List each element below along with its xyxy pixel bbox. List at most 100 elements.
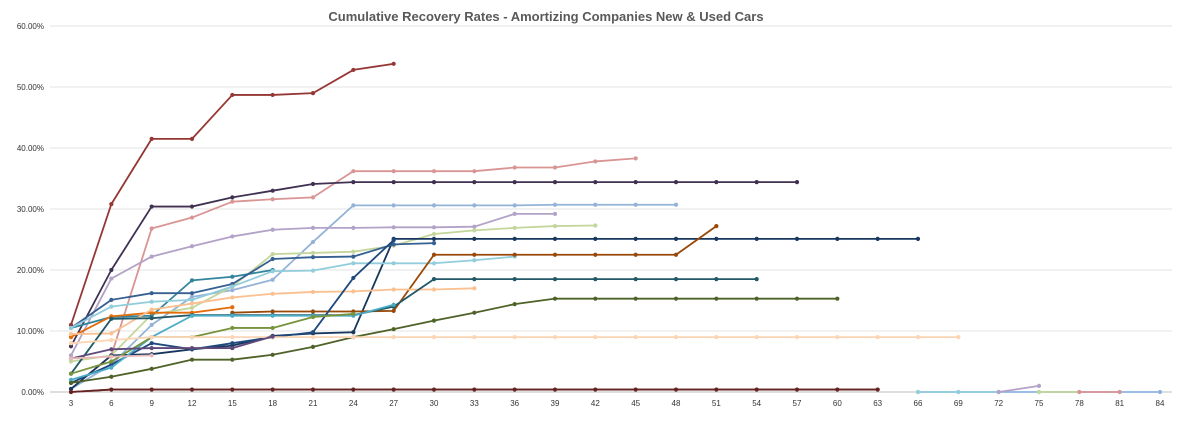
data-point (835, 335, 840, 340)
data-point (593, 296, 598, 301)
data-point (310, 314, 316, 320)
data-point (552, 387, 558, 392)
y-axis-tick-labels: 0.00% 10.00% 20.00% 30.00% 40.00% 50.00% 60.00… (17, 22, 44, 397)
data-point (472, 387, 477, 392)
data-point (230, 274, 235, 279)
data-point (391, 261, 396, 266)
data-point (391, 335, 396, 340)
y-tick-label: 50.00% (17, 83, 44, 92)
data-point (431, 287, 437, 292)
series-line (68, 180, 800, 349)
data-point (109, 354, 114, 359)
data-point (472, 335, 477, 340)
series-line (68, 211, 558, 358)
series-line (68, 353, 154, 361)
data-point (431, 236, 437, 241)
series-path (70, 297, 838, 384)
data-point (310, 225, 316, 231)
data-point (230, 387, 235, 392)
data-point (391, 238, 396, 243)
data-point (472, 310, 477, 315)
x-tick-label: 75 (1035, 399, 1044, 408)
data-point (149, 366, 154, 371)
data-point (310, 335, 316, 340)
data-point (230, 288, 235, 293)
data-point (109, 276, 114, 281)
data-point (189, 335, 195, 340)
data-point (915, 236, 921, 241)
data-point (956, 335, 961, 340)
series-path (70, 203, 676, 390)
data-point (472, 236, 477, 241)
data-point (270, 252, 275, 257)
data-point (230, 357, 235, 362)
data-point (351, 180, 356, 185)
data-point (754, 335, 759, 340)
x-tick-label: 60 (833, 399, 842, 408)
data-point (431, 318, 437, 323)
data-point (189, 244, 195, 249)
data-point (391, 203, 396, 208)
chart-title: Cumulative Recovery Rates - Amortizing C… (328, 9, 763, 24)
data-point (431, 225, 437, 230)
data-point (149, 341, 154, 346)
data-point (593, 159, 598, 164)
data-point (68, 322, 74, 327)
data-point (68, 377, 74, 382)
series-line (68, 335, 961, 346)
data-point (472, 252, 477, 257)
data-point (794, 335, 800, 340)
data-point (189, 387, 195, 392)
data-point (633, 180, 638, 185)
gridlines (50, 25, 1172, 332)
data-point (230, 305, 235, 310)
data-point (431, 203, 437, 208)
data-point (593, 202, 598, 207)
data-point (189, 305, 195, 310)
data-point (68, 389, 74, 395)
data-point (270, 291, 275, 296)
data-point (189, 297, 195, 302)
data-point (552, 165, 558, 170)
data-point (351, 387, 356, 392)
data-point (794, 387, 800, 392)
data-point (351, 275, 356, 281)
data-point (431, 169, 437, 174)
series-line (915, 389, 1001, 395)
data-point (270, 277, 275, 282)
data-point (714, 236, 719, 241)
data-point (68, 344, 74, 349)
data-point (552, 211, 558, 216)
data-point (472, 258, 477, 263)
series-path (70, 335, 273, 360)
data-point (109, 202, 114, 207)
data-point (149, 322, 154, 327)
data-point (109, 331, 114, 336)
data-point (552, 180, 558, 185)
data-point (431, 241, 437, 246)
data-point (149, 307, 154, 312)
data-point (512, 277, 517, 282)
x-tick-label: 33 (470, 399, 479, 408)
data-point (149, 310, 154, 315)
data-point (754, 236, 759, 241)
data-point (593, 335, 598, 340)
data-point (593, 236, 598, 241)
data-point (593, 252, 598, 257)
data-point (714, 296, 719, 301)
data-point (552, 223, 558, 229)
data-point (68, 325, 74, 331)
x-tick-label: 54 (752, 399, 761, 408)
data-point (270, 352, 275, 357)
data-point (230, 341, 235, 346)
y-tick-label: 10.00% (17, 327, 44, 336)
series-line (68, 202, 679, 392)
y-tick-label: 60.00% (17, 22, 44, 31)
data-point (68, 353, 74, 358)
data-point (391, 287, 396, 292)
data-point (351, 169, 356, 174)
data-point (391, 225, 396, 230)
data-point (552, 335, 558, 340)
